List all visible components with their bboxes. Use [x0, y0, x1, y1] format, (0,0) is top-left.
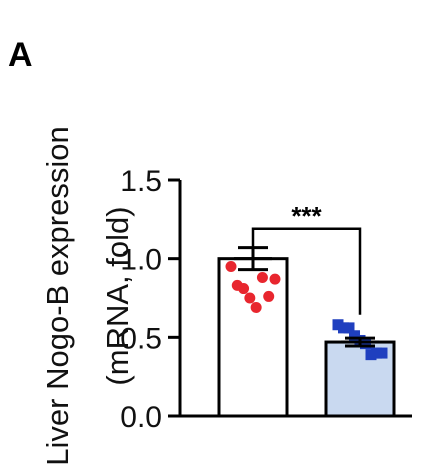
- data-point: [263, 290, 275, 302]
- significance-bracket: [251, 227, 362, 315]
- data-point: [360, 338, 371, 350]
- y-tick-label: 1.5: [120, 165, 162, 198]
- data-point: [269, 273, 281, 285]
- y-axis-title: Liver Nogo-B expression (mRNA, fold): [40, 126, 135, 465]
- plot-area: 0.0 0.5 1.0 1.5 ***: [120, 165, 412, 434]
- data-point: [376, 347, 388, 359]
- bar: [217, 257, 289, 418]
- data-point: [244, 292, 256, 304]
- data-point: [238, 283, 250, 295]
- y-tick-label: 0.5: [120, 322, 162, 355]
- y-tick-label: 1.0: [120, 244, 162, 277]
- data-point: [256, 272, 268, 284]
- y-axis-title-line2: (mRNA, fold): [100, 206, 135, 385]
- data-point: [343, 322, 355, 334]
- panel-label: A: [8, 36, 33, 74]
- y-tick-label: 0.0: [120, 401, 162, 434]
- y-axis-title-line1: Liver Nogo-B expression: [40, 126, 75, 465]
- significance-label: ***: [291, 201, 322, 231]
- data-point: [225, 261, 237, 273]
- data-point: [250, 301, 262, 313]
